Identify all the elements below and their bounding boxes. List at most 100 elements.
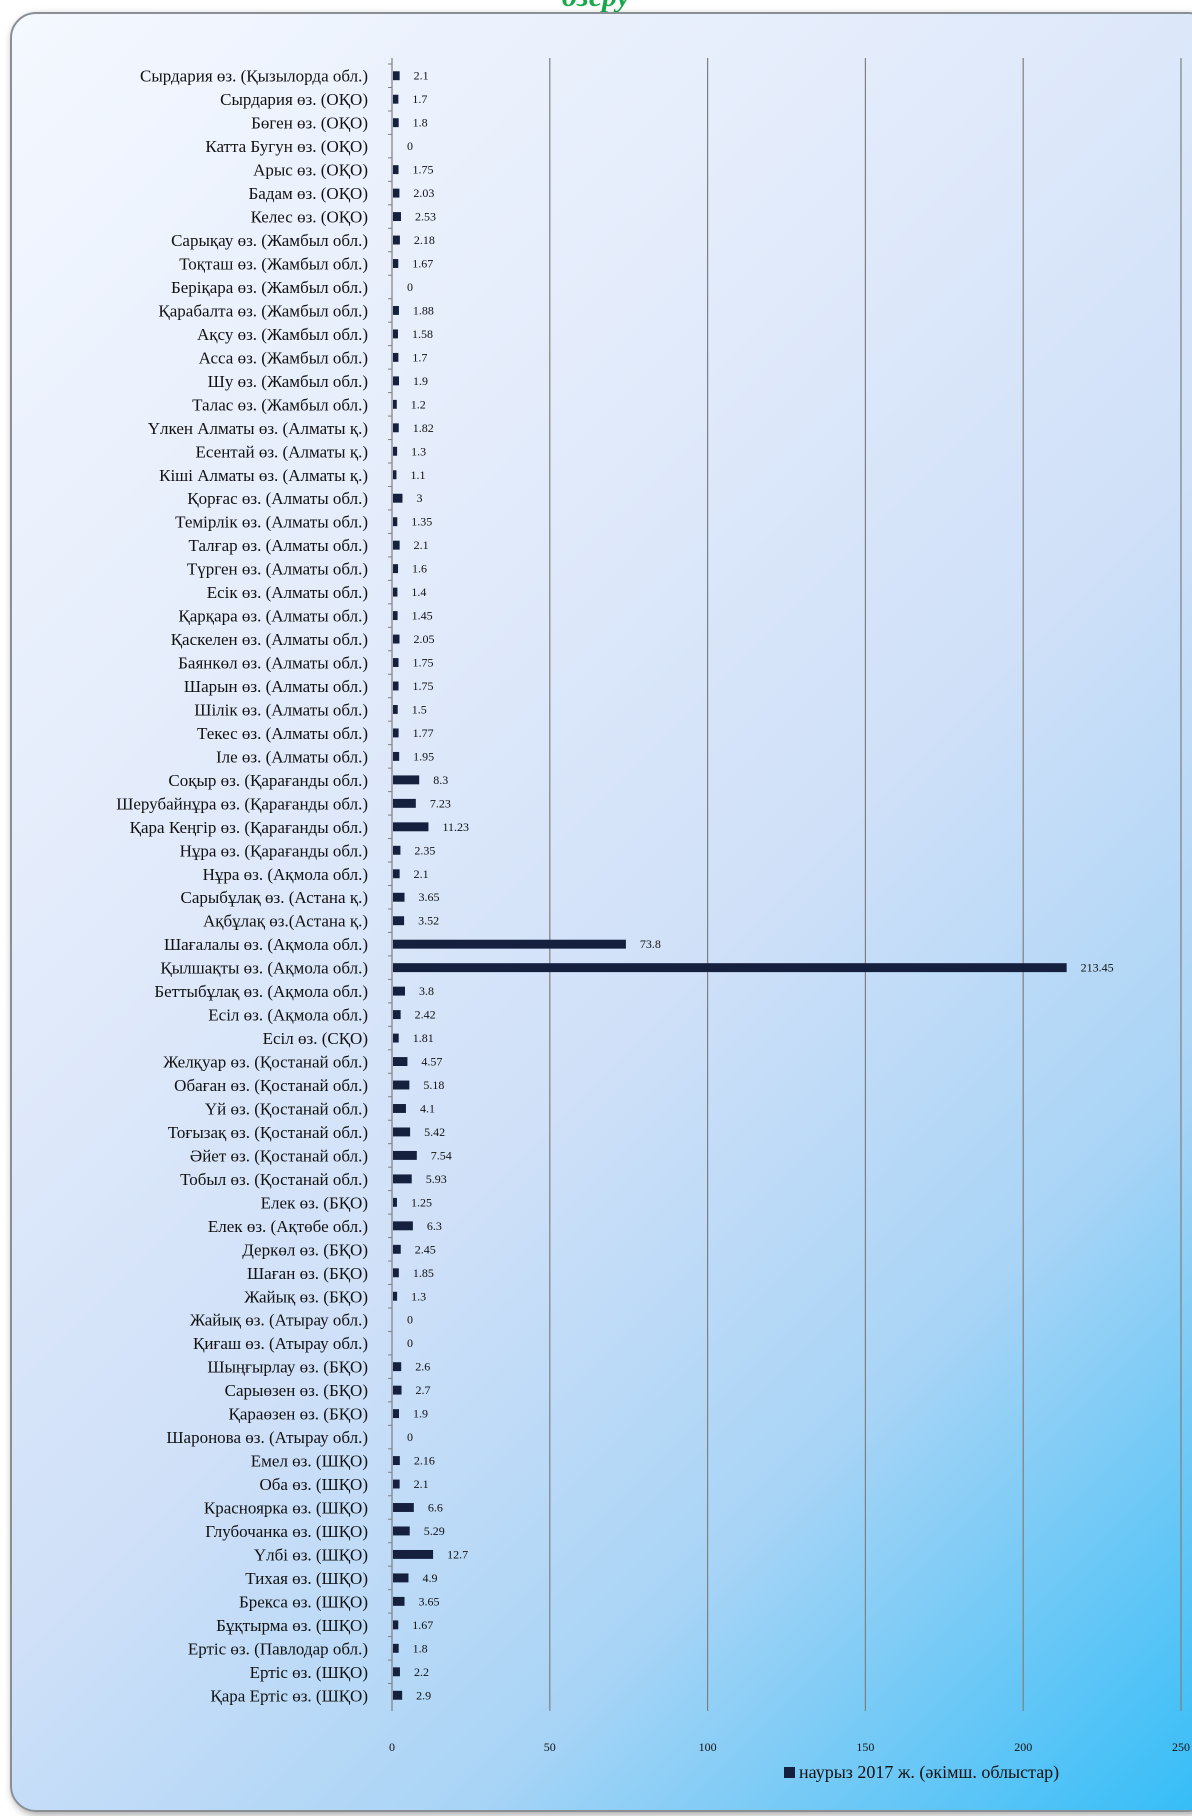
category-label: Бөген өз. (ОҚО) — [251, 114, 368, 133]
data-label: 2.1 — [414, 867, 429, 881]
data-label: 3.65 — [419, 1594, 440, 1608]
bar — [393, 423, 399, 433]
category-label: Қылшақты өз. (Ақмола обл.) — [160, 959, 368, 978]
bar — [393, 705, 398, 714]
category-label: Нұра өз. (Қарағанды обл.) — [180, 841, 368, 860]
bar — [393, 986, 405, 996]
data-label: 3.8 — [419, 984, 434, 998]
data-label: 73.8 — [640, 937, 661, 951]
bar — [393, 1620, 399, 1630]
category-label: Тоғызақ өз. (Қостанай обл.) — [168, 1123, 368, 1142]
category-label: Қараөзен өз. (БҚО) — [229, 1405, 368, 1424]
category-label: Шаронова өз. (Атырау обл.) — [166, 1428, 368, 1447]
data-label: 1.9 — [413, 374, 428, 388]
bar — [393, 1503, 414, 1512]
data-label: 3 — [416, 491, 422, 505]
bar — [393, 470, 397, 480]
data-label: 1.2 — [411, 397, 426, 411]
bar — [393, 1456, 400, 1466]
category-label: Қиғаш өз. (Атырау обл.) — [193, 1334, 368, 1353]
category-label: Беттыбұлақ өз. (Ақмола обл.) — [154, 982, 368, 1001]
bar — [393, 634, 400, 644]
legend-swatch — [784, 1767, 795, 1778]
data-label: 1.58 — [412, 327, 433, 341]
data-label: 0 — [407, 1336, 413, 1350]
data-label: 2.35 — [414, 843, 435, 857]
category-label: Есіл өз. (СҚО) — [263, 1029, 368, 1048]
category-label: Елек өз. (БҚО) — [261, 1193, 368, 1212]
bar — [393, 446, 398, 456]
bar — [393, 1080, 410, 1090]
data-label: 1.81 — [413, 1031, 434, 1045]
category-label: Ақбұлақ өз.(Астана қ.) — [203, 912, 368, 931]
bar — [393, 1643, 399, 1653]
data-label: 0 — [407, 139, 413, 153]
bar — [393, 399, 397, 409]
data-label: 2.6 — [415, 1360, 430, 1374]
x-axis-ticks: 0 50 100 150 200 250 — [389, 1740, 1190, 1754]
category-label: Оба өз. (ШҚО) — [259, 1475, 368, 1494]
category-label: Тихая өз. (ШҚО) — [245, 1569, 368, 1588]
bar — [393, 845, 401, 855]
x-tick-label: 0 — [389, 1740, 395, 1754]
category-label: Красноярка өз. (ШҚО) — [204, 1498, 368, 1517]
category-label: Брекса өз. (ШҚО) — [239, 1592, 368, 1611]
data-label: 6.3 — [427, 1219, 442, 1233]
category-label: Сарыөзен өз. (БҚО) — [225, 1381, 368, 1400]
category-label: Сарықау өз. (Жамбыл обл.) — [171, 231, 368, 250]
bar — [393, 775, 420, 785]
bar — [393, 869, 400, 879]
category-label: Келес өз. (ОҚО) — [251, 208, 368, 227]
data-label: 5.42 — [424, 1125, 445, 1139]
bar — [393, 212, 401, 222]
data-label: 1.7 — [412, 350, 427, 364]
value-labels: 2.11.71.801.752.032.532.181.6701.881.581… — [407, 69, 1114, 1703]
bar — [393, 892, 405, 902]
category-label: Жайық өз. (БҚО) — [244, 1287, 368, 1306]
bar — [393, 1291, 398, 1301]
category-label: Шарын өз. (Алматы обл.) — [184, 677, 368, 696]
data-label: 2.9 — [416, 1688, 431, 1702]
bar — [393, 587, 398, 597]
data-label: 2.03 — [413, 186, 434, 200]
category-labels: Сырдария өз. (Қызылорда обл.) Сырдария өз… — [116, 67, 368, 1706]
data-label: 4.57 — [421, 1055, 442, 1069]
chart-panel: Сырдария өз. (Қызылорда обл.) Сырдария өз… — [10, 12, 1192, 1812]
x-tick-label: 250 — [1172, 1740, 1190, 1754]
data-label: 1.8 — [413, 116, 428, 130]
data-label: 2.2 — [414, 1665, 429, 1679]
bar — [393, 305, 399, 315]
category-label: Үй өз. (Қостанай обл.) — [205, 1099, 368, 1118]
bar — [393, 1268, 399, 1278]
data-label: 7.23 — [430, 796, 451, 810]
category-label: Шаған өз. (БҚО) — [247, 1264, 368, 1283]
legend: наурыз 2017 ж. (әкімш. облыстар) — [784, 1762, 1059, 1783]
page-title-fragment: өзеру — [0, 0, 1192, 13]
category-label: Ертіс өз. (ШҚО) — [250, 1663, 368, 1682]
bar — [393, 1127, 411, 1137]
data-label: 5.93 — [426, 1172, 447, 1186]
bar — [393, 352, 399, 362]
data-label: 1.67 — [412, 1618, 433, 1632]
bars — [393, 71, 1067, 1700]
category-label: Нұра өз. (Ақмола обл.) — [203, 865, 368, 884]
data-label: 3.52 — [418, 914, 439, 928]
bar — [393, 188, 400, 198]
bar — [393, 939, 626, 949]
category-label: Баянкөл өз. (Алматы обл.) — [178, 654, 368, 673]
data-label: 1.88 — [413, 303, 434, 317]
data-label: 6.6 — [428, 1500, 443, 1514]
bar — [393, 1526, 410, 1536]
data-label: 12.7 — [447, 1547, 468, 1561]
bar — [393, 1174, 412, 1184]
bar-chart: Сырдария өз. (Қызылорда обл.) Сырдария өз… — [116, 58, 1190, 1754]
category-label: Қарқара өз. (Алматы обл.) — [178, 607, 368, 626]
bar — [393, 235, 400, 245]
bar — [393, 1010, 401, 1020]
bar — [393, 1244, 401, 1254]
data-label: 7.54 — [431, 1148, 452, 1162]
data-label: 1.8 — [413, 1641, 428, 1655]
bar — [393, 1409, 399, 1419]
data-label: 1.67 — [412, 257, 433, 271]
category-label: Шу өз. (Жамбыл обл.) — [208, 372, 368, 391]
